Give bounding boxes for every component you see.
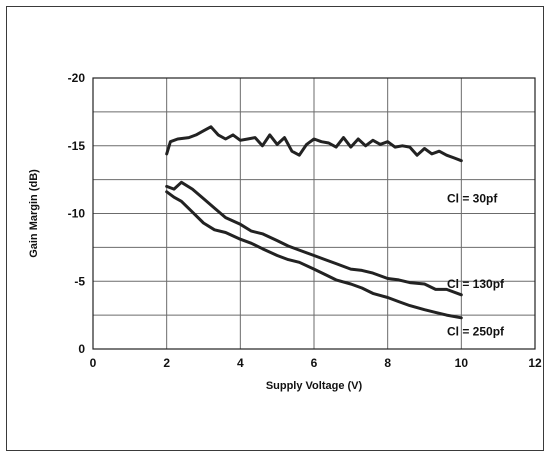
x-tick-label: 6 [311, 356, 318, 370]
x-tick-label: 0 [90, 356, 97, 370]
series-line-1 [165, 125, 463, 163]
series-label-1: Cl = 30pf [447, 192, 498, 206]
series-line-2 [165, 180, 463, 297]
series-line-3 [165, 190, 463, 320]
x-tick-label: 8 [384, 356, 391, 370]
y-tick-label: 0 [78, 342, 85, 356]
plot-area [92, 77, 536, 350]
y-tick-label: -20 [68, 71, 86, 85]
x-tick-label: 12 [528, 356, 542, 370]
x-tick-label: 4 [237, 356, 244, 370]
series-labels: Cl = 30pf Cl = 130pf Cl = 250pf [447, 192, 505, 339]
y-axis-title: Gain Margin (dB) [28, 169, 40, 258]
x-tick-label: 2 [163, 356, 170, 370]
x-axis-title: Supply Voltage (V) [266, 380, 363, 392]
series-label-2: Cl = 130pf [447, 277, 505, 291]
series-label-3: Cl = 250pf [447, 324, 505, 338]
series-lines [165, 125, 463, 320]
x-tick-label: 10 [455, 356, 469, 370]
gain-margin-chart: 0 2 4 6 8 10 12 0 -5 -10 -15 -20 Cl = 30pf Cl = 130p… [28, 71, 542, 392]
chart-frame: 0 2 4 6 8 10 12 0 -5 -10 -15 -20 Cl = 30pf Cl = 130p… [6, 6, 544, 451]
grid [93, 78, 535, 349]
tick-labels: 0 2 4 6 8 10 12 0 -5 -10 -15 -20 [68, 71, 542, 370]
y-tick-label: -10 [68, 207, 86, 221]
y-tick-label: -15 [68, 139, 86, 153]
y-tick-label: -5 [74, 274, 85, 288]
